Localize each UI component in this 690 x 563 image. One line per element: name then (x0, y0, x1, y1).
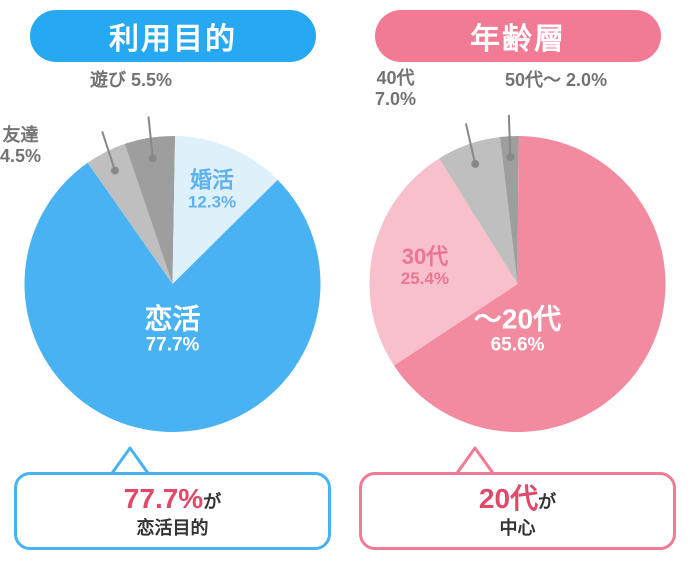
callout-line2: 中心 (500, 518, 536, 540)
pin-dot-40s (471, 160, 479, 168)
pie-second-label: 婚活12.3% (188, 167, 236, 211)
ext-label-text: 40代 (375, 68, 416, 89)
pie-chart: 〜20代65.6%30代25.4% (345, 96, 690, 441)
callout-tail-text: が (203, 492, 221, 512)
pie-major-label: 恋活77.7% (144, 302, 200, 355)
callout-line2: 恋活目的 (137, 518, 209, 540)
page: 利用目的恋活77.7%婚活12.3%友達4.5%遊び 5.5%77.7%が恋活目… (0, 0, 690, 563)
ext-label-pct: 2.0% (566, 70, 607, 90)
header-pill: 利用目的 (30, 10, 316, 62)
callout: 20代が中心 (345, 452, 690, 552)
ext-label-pct: 7.0% (375, 89, 416, 110)
callout-tail-text: が (538, 492, 556, 512)
ext-label-text: 50代〜 (505, 70, 561, 90)
header-pill: 年齢層 (375, 10, 661, 62)
pie-second-label: 30代25.4% (401, 244, 449, 288)
pin-dot-friends (111, 166, 119, 174)
ext-label-friends: 友達4.5% (0, 125, 41, 166)
pin-dot-play (149, 154, 157, 162)
ext-label-50s: 50代〜 2.0% (505, 70, 607, 91)
ext-label-text: 遊び (90, 70, 126, 90)
ext-label-pct: 5.5% (131, 70, 172, 90)
ext-label-play: 遊び 5.5% (90, 70, 172, 91)
pin-dot-50s (506, 153, 514, 161)
callout-strong: 20代 (479, 483, 538, 514)
callout-box: 20代が中心 (359, 472, 676, 550)
purpose-column: 利用目的恋活77.7%婚活12.3%友達4.5%遊び 5.5%77.7%が恋活目… (0, 0, 345, 563)
age-column: 年齢層〜20代65.6%30代25.4%40代7.0%50代〜 2.0%20代が… (345, 0, 690, 563)
callout-line1: 77.7%が (124, 482, 221, 516)
pie-chart: 恋活77.7% 婚活12.3% (0, 96, 345, 441)
callout-line1: 20代が (479, 482, 556, 516)
ext-label-40s: 40代7.0% (375, 68, 416, 109)
callout-box: 77.7%が恋活目的 (14, 472, 331, 550)
callout: 77.7%が恋活目的 (0, 452, 345, 552)
ext-label-pct: 4.5% (0, 146, 41, 167)
ext-label-text: 友達 (0, 125, 41, 146)
callout-strong: 77.7% (124, 483, 203, 514)
